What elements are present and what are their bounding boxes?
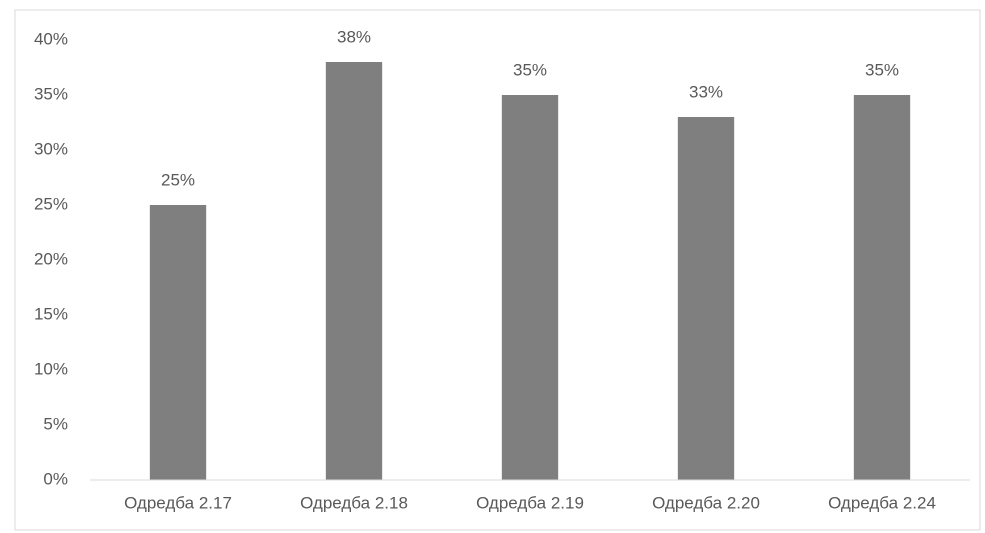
y-tick-label: 30%: [34, 139, 68, 158]
y-tick-label: 10%: [34, 359, 68, 378]
data-label: 35%: [865, 60, 899, 79]
bar: [325, 62, 383, 480]
data-label: 25%: [161, 170, 195, 189]
chart-border: [14, 9, 981, 531]
bar: [853, 95, 911, 480]
x-tick-label: Одредба 2.20: [652, 493, 760, 512]
y-tick-label: 0%: [43, 469, 68, 488]
x-tick-label: Одредба 2.19: [476, 493, 584, 512]
bar: [149, 205, 207, 480]
data-label: 35%: [513, 60, 547, 79]
y-tick-label: 20%: [34, 249, 68, 268]
y-tick-label: 25%: [34, 194, 68, 213]
bar: [677, 117, 735, 480]
bar: [501, 95, 559, 480]
data-label: 33%: [689, 82, 723, 101]
data-label: 38%: [337, 27, 371, 46]
x-tick-label: Одредба 2.17: [124, 493, 232, 512]
y-tick-label: 35%: [34, 84, 68, 103]
y-tick-label: 40%: [34, 29, 68, 48]
x-tick-label: Одредба 2.24: [828, 493, 936, 512]
y-tick-label: 15%: [34, 304, 68, 323]
x-tick-label: Одредба 2.18: [300, 493, 408, 512]
y-tick-label: 5%: [43, 414, 68, 433]
